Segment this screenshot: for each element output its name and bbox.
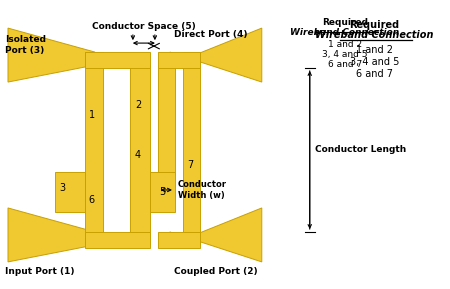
Text: Coupled Port (2): Coupled Port (2) <box>174 267 257 276</box>
Polygon shape <box>158 65 175 175</box>
Polygon shape <box>55 172 85 212</box>
Text: 6: 6 <box>89 195 95 205</box>
Text: 2: 2 <box>135 100 141 110</box>
Text: Required: Required <box>322 18 368 27</box>
Polygon shape <box>170 208 262 262</box>
Text: Input Port (1): Input Port (1) <box>5 267 75 276</box>
Polygon shape <box>158 52 200 68</box>
Polygon shape <box>8 208 95 262</box>
Polygon shape <box>158 232 200 248</box>
Text: 3: 3 <box>59 183 65 193</box>
Polygon shape <box>85 52 150 68</box>
Text: 1 and 2: 1 and 2 <box>356 45 393 55</box>
Polygon shape <box>183 52 200 245</box>
Text: Wireband Connection: Wireband Connection <box>315 30 434 40</box>
Polygon shape <box>150 172 175 212</box>
Polygon shape <box>85 52 103 245</box>
Text: Wireband Connection: Wireband Connection <box>290 28 399 37</box>
Polygon shape <box>170 28 262 82</box>
Polygon shape <box>130 65 150 245</box>
Text: Isolated
Port (3): Isolated Port (3) <box>5 35 46 55</box>
Polygon shape <box>8 28 95 82</box>
Text: 6 and 7: 6 and 7 <box>356 69 393 79</box>
Text: 1: 1 <box>89 110 95 120</box>
Text: 3, 4 and 5: 3, 4 and 5 <box>350 57 400 67</box>
Text: 4: 4 <box>135 150 141 160</box>
Text: 3, 4 and 5: 3, 4 and 5 <box>322 50 368 59</box>
Text: 1 and 2: 1 and 2 <box>328 40 362 49</box>
Text: Conductor
Width (w): Conductor Width (w) <box>178 180 227 200</box>
Text: 6 and 7: 6 and 7 <box>328 60 362 69</box>
Text: 7: 7 <box>187 160 193 170</box>
Text: Conductor Space (5): Conductor Space (5) <box>92 22 196 31</box>
Text: 5: 5 <box>159 187 165 197</box>
Polygon shape <box>85 232 150 248</box>
Text: Required: Required <box>350 20 400 30</box>
Text: Conductor Length: Conductor Length <box>315 145 406 155</box>
Text: Direct Port (4): Direct Port (4) <box>174 29 248 39</box>
